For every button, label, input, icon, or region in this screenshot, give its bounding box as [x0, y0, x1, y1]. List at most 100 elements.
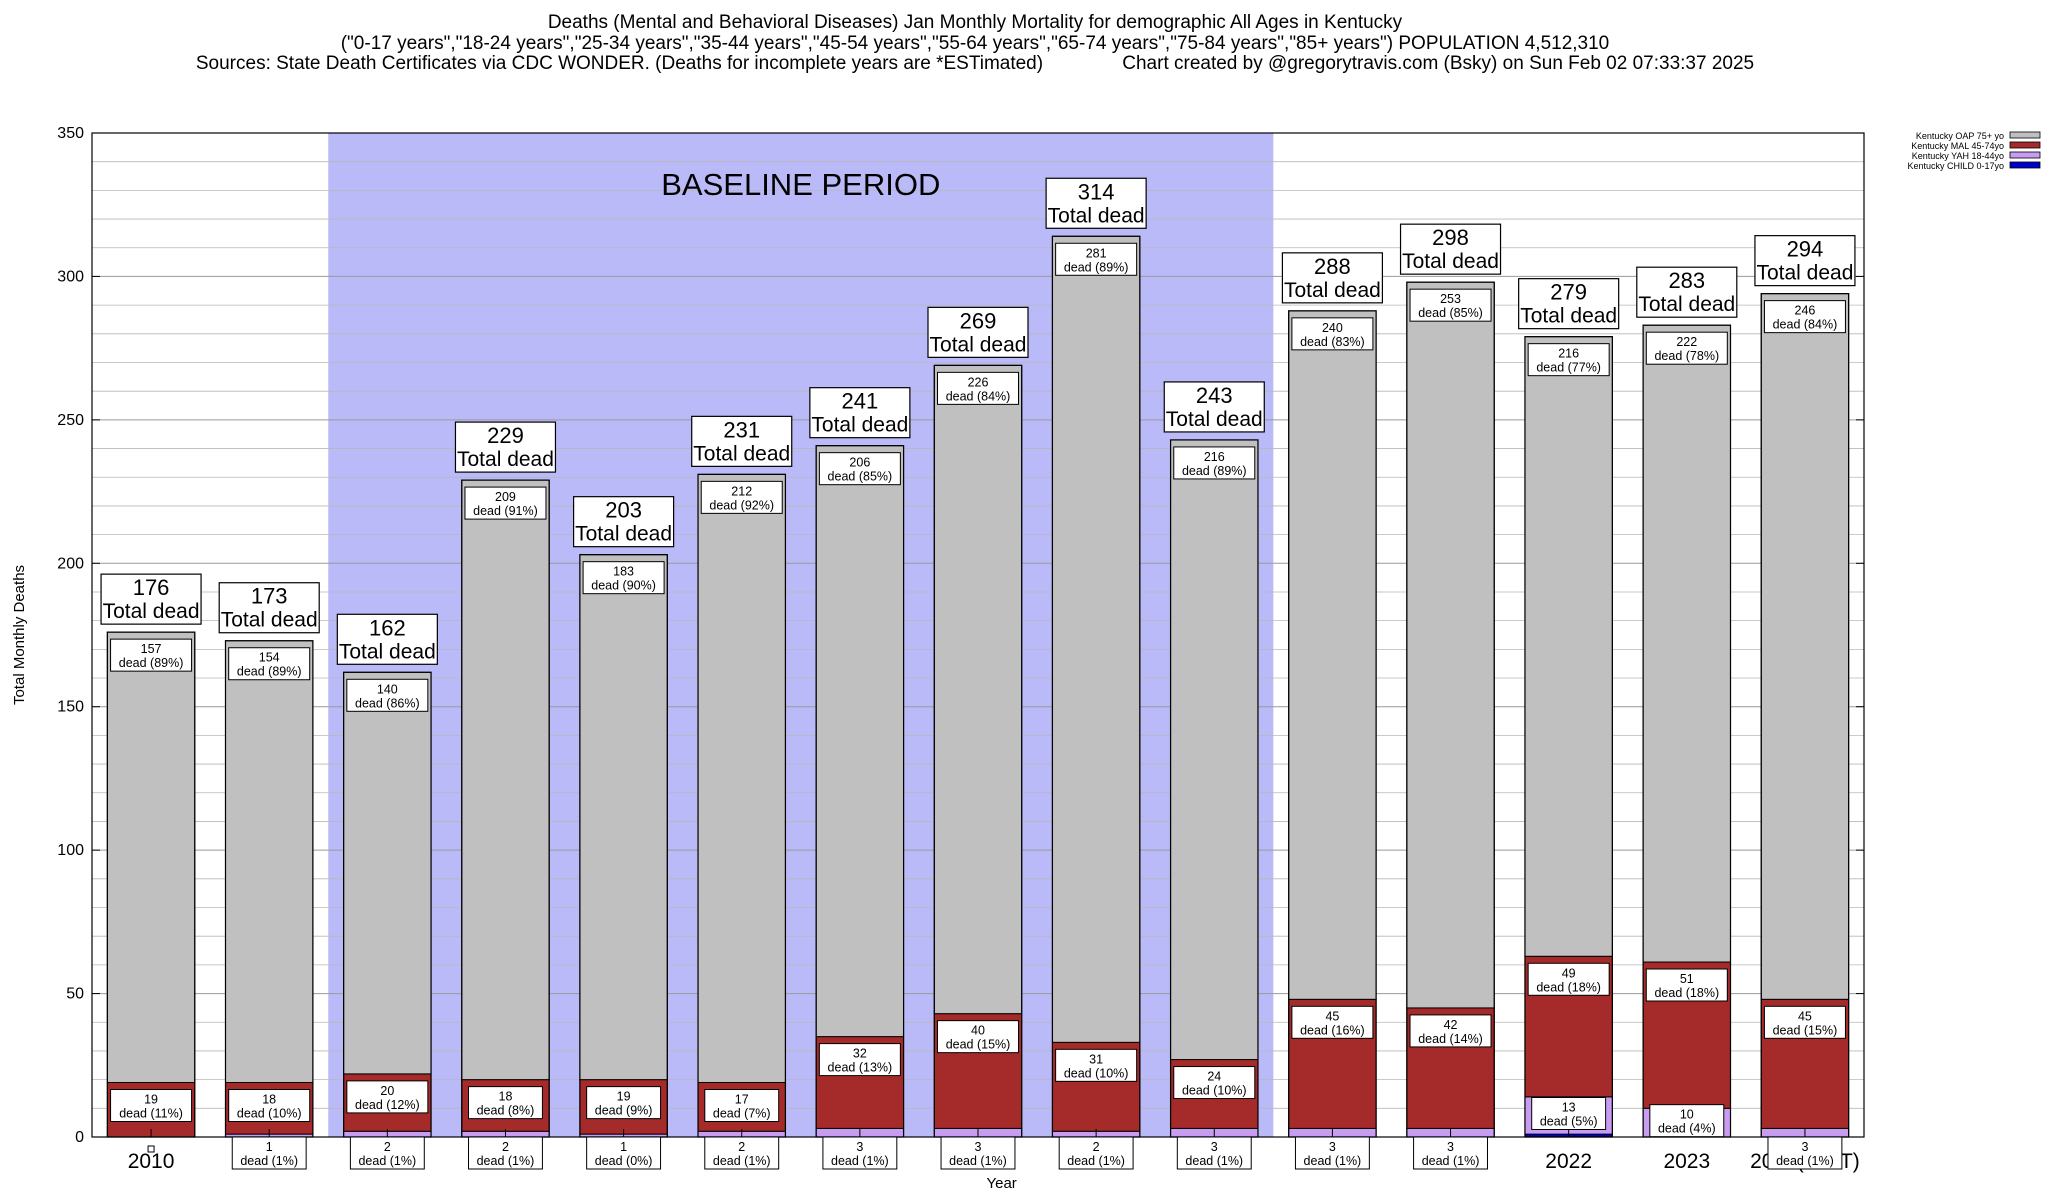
- total-caption: Total dead: [1638, 293, 1735, 316]
- label-text: 18: [262, 1092, 276, 1106]
- label-text: 42: [1444, 1018, 1458, 1032]
- total-caption: Total dead: [221, 609, 318, 632]
- label-text: 24: [1207, 1070, 1221, 1084]
- label-box: [700, 480, 783, 514]
- legend-swatch: [2009, 161, 2041, 169]
- total-caption: Total dead: [575, 523, 672, 546]
- label-text: 216: [1558, 347, 1579, 361]
- label-text: dead (1%): [1776, 1154, 1834, 1168]
- label-text: 19: [144, 1092, 158, 1106]
- x-axis-label: Year: [986, 1175, 1016, 1192]
- label-box: [1531, 1096, 1607, 1130]
- label-box: [1409, 1014, 1492, 1048]
- label-text: 3: [856, 1140, 863, 1154]
- total-value: 229: [487, 423, 524, 448]
- label-text: dead (13%): [828, 1061, 893, 1075]
- legend-label: Kentucky YAH 18-44yo: [1912, 151, 2004, 161]
- label-box: [1055, 1048, 1138, 1082]
- label-box: [1649, 1104, 1725, 1138]
- label-text: dead (85%): [1418, 306, 1483, 320]
- empty-marker: [147, 1145, 155, 1153]
- label-text: dead (91%): [473, 504, 538, 518]
- bar-segment: [579, 554, 668, 1081]
- y-tick-label: 150: [57, 699, 84, 716]
- chart-sources-line: Sources: State Death Certificates via CD…: [0, 53, 1950, 75]
- label-text: 49: [1562, 966, 1576, 980]
- label-text: 45: [1798, 1009, 1812, 1023]
- label-text: dead (12%): [355, 1098, 420, 1112]
- label-text: dead (0%): [595, 1154, 653, 1168]
- total-caption: Total dead: [811, 414, 908, 437]
- label-text: dead (4%): [1658, 1122, 1716, 1136]
- label-text: 51: [1680, 972, 1694, 986]
- label-box: [1645, 331, 1728, 365]
- label-box: [1055, 242, 1138, 276]
- label-text: dead (1%): [1304, 1154, 1362, 1168]
- label-text: 17: [735, 1092, 749, 1106]
- label-text: dead (16%): [1300, 1023, 1365, 1037]
- total-caption: Total dead: [103, 600, 200, 623]
- label-text: dead (15%): [946, 1038, 1011, 1052]
- total-box: [218, 582, 320, 634]
- bar-segment: [1288, 310, 1377, 1000]
- label-box: [1413, 1136, 1488, 1170]
- label-text: dead (89%): [1182, 464, 1247, 478]
- label-text: dead (10%): [1182, 1084, 1247, 1098]
- label-text: dead (1%): [358, 1154, 416, 1168]
- label-box: [1767, 1136, 1843, 1170]
- total-value: 279: [1550, 280, 1587, 305]
- label-text: 3: [1801, 1140, 1808, 1154]
- bar-segment: [224, 640, 314, 1083]
- label-text: 2: [738, 1140, 745, 1154]
- label-box: [822, 1136, 898, 1170]
- label-text: 13: [1562, 1100, 1576, 1114]
- label-text: dead (15%): [1773, 1023, 1838, 1037]
- y-tick-label: 100: [57, 842, 84, 859]
- label-text: 1: [620, 1140, 627, 1154]
- label-text: dead (9%): [595, 1104, 653, 1118]
- total-caption: Total dead: [930, 333, 1027, 356]
- label-text: dead (10%): [237, 1106, 302, 1120]
- legend-label: Kentucky OAP 75+ yo: [1916, 131, 2004, 141]
- label-text: 183: [613, 565, 634, 579]
- label-box: [110, 1088, 193, 1122]
- label-box: [1176, 1136, 1252, 1170]
- x-tick-label: 2010: [128, 1150, 175, 1173]
- label-text: dead (84%): [946, 389, 1011, 403]
- total-value: 176: [133, 575, 170, 600]
- label-text: 212: [731, 484, 752, 498]
- label-text: 140: [377, 682, 398, 696]
- total-caption: Total dead: [339, 640, 436, 663]
- label-box: [704, 1088, 780, 1122]
- y-tick-label: 300: [57, 268, 84, 285]
- label-text: 226: [968, 375, 989, 389]
- total-box: [1518, 278, 1620, 330]
- label-text: dead (92%): [709, 498, 774, 512]
- label-text: dead (1%): [831, 1154, 889, 1168]
- label-box: [818, 1043, 901, 1077]
- bar-segment: [1170, 439, 1259, 1061]
- label-text: 3: [1447, 1140, 1454, 1154]
- total-box: [1636, 266, 1738, 318]
- label-text: dead (1%): [949, 1154, 1007, 1168]
- total-caption: Total dead: [1048, 204, 1145, 227]
